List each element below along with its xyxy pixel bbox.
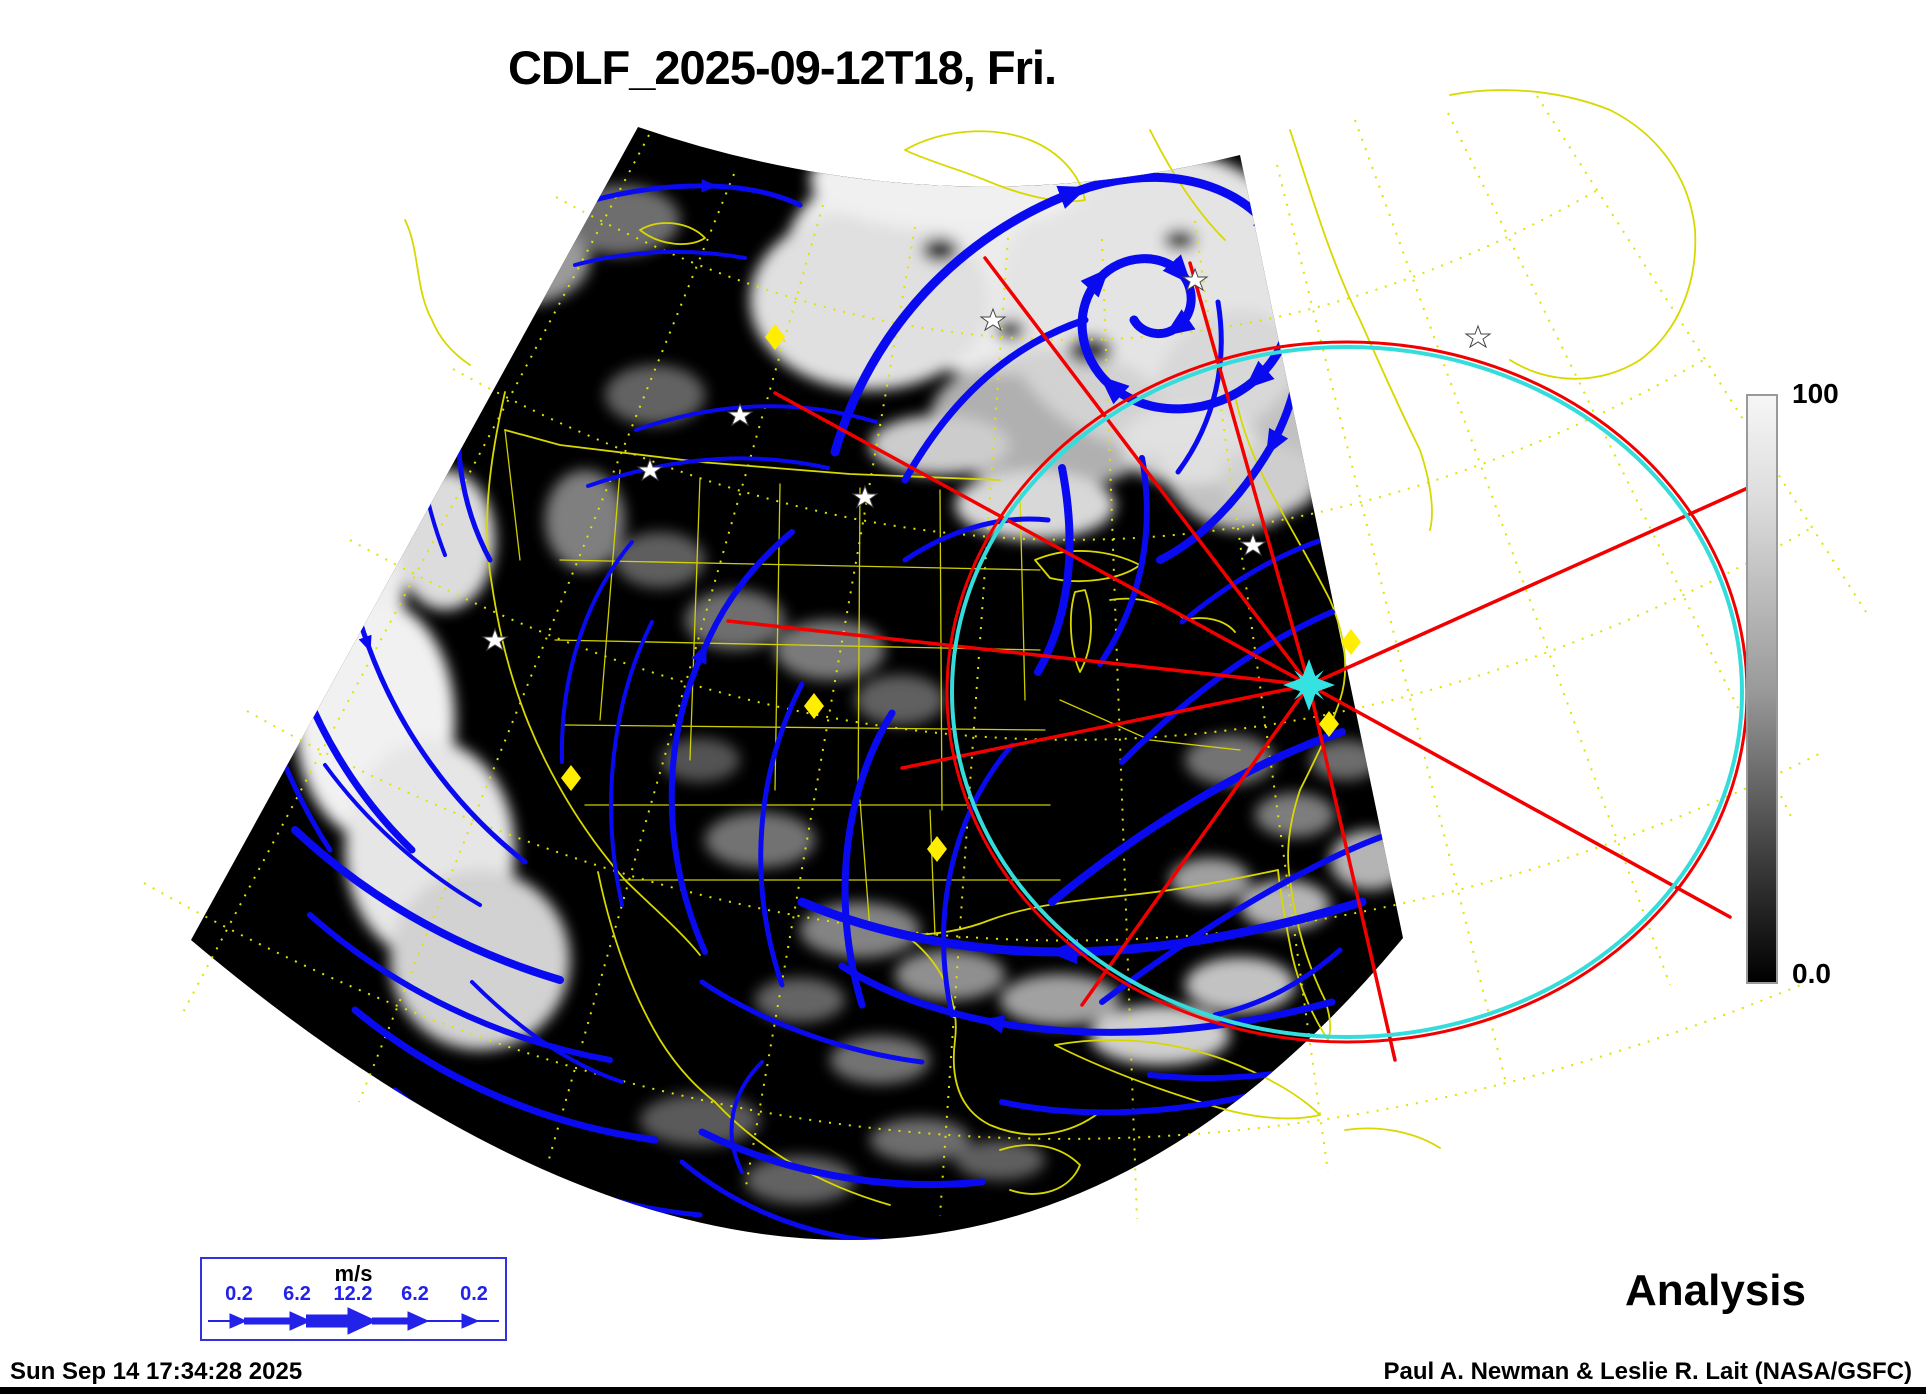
trajectory-rays	[726, 256, 1752, 1062]
wind-speed-legend: m/s 0.2 6.2 12.2 6.2 0.2	[200, 1257, 507, 1341]
legend-speed-label: 12.2	[333, 1283, 373, 1305]
city-star-icon	[1464, 324, 1492, 349]
colorbar-max-label: 100	[1792, 378, 1839, 409]
station-diamond-icon	[927, 836, 947, 862]
city-star-icon	[1181, 267, 1209, 292]
legend-speed-label: 6.2	[401, 1283, 429, 1305]
city-star-icon	[851, 484, 879, 509]
city-star-icon	[979, 307, 1007, 332]
station-diamond-icon	[765, 324, 785, 350]
city-star-icon	[481, 627, 509, 652]
legend-arrow-graphic	[208, 1307, 499, 1335]
colorbar-min-label: 0.0	[1792, 958, 1831, 989]
station-diamond-icon	[561, 765, 581, 791]
legend-units-label: m/s	[334, 1261, 373, 1286]
city-star-icon	[726, 402, 754, 427]
cloud-fraction-colorbar	[1746, 394, 1778, 984]
station-diamond-icon	[804, 693, 824, 719]
render-timestamp: Sun Sep 14 17:34:28 2025	[10, 1358, 303, 1385]
station-diamond-icon	[1341, 629, 1361, 655]
city-star-icons	[481, 267, 1492, 652]
analysis-label: Analysis	[1625, 1266, 1806, 1315]
legend-speed-label: 0.2	[225, 1283, 253, 1305]
station-diamond-icon	[1319, 711, 1339, 737]
city-star-icon	[636, 457, 664, 482]
legend-speed-label: 6.2	[283, 1283, 311, 1305]
launch-site-star-icon	[1283, 659, 1335, 711]
city-star-icon	[1239, 532, 1267, 557]
legend-speed-label: 0.2	[460, 1283, 488, 1305]
credit-line: Paul A. Newman & Leslie R. Lait (NASA/GS…	[1383, 1358, 1912, 1385]
bottom-divider-bar	[0, 1387, 1926, 1394]
page-title: CDLF_2025-09-12T18, Fri.	[507, 41, 1057, 94]
station-diamond-icons	[561, 324, 1361, 862]
